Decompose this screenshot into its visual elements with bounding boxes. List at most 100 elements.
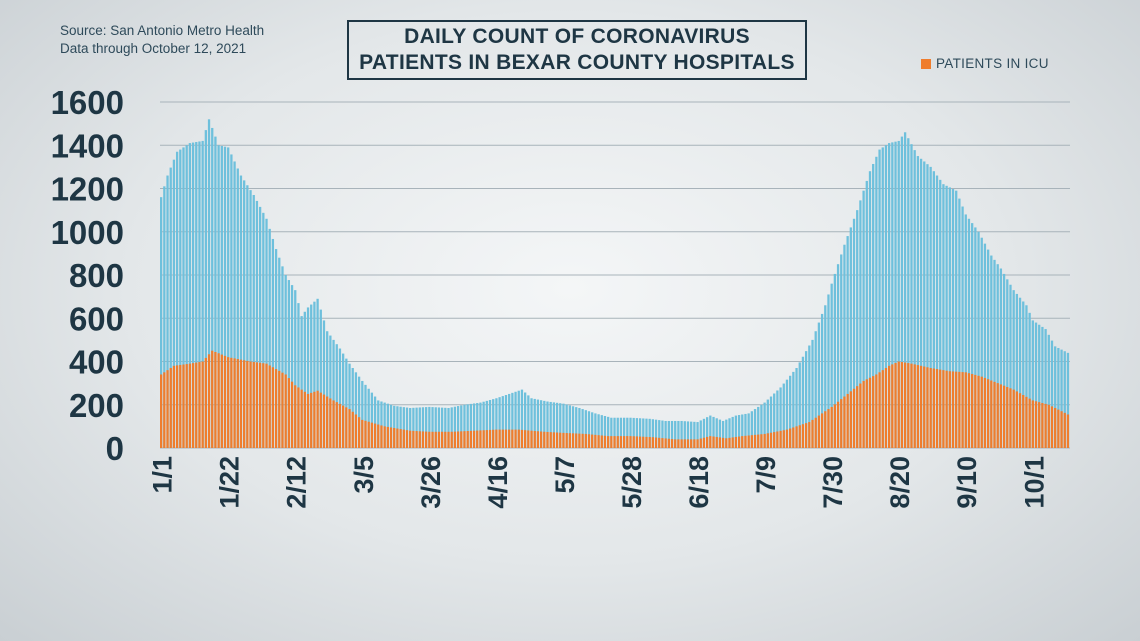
icu-bar: [651, 437, 655, 448]
total-bar: [986, 249, 990, 448]
icu-bar: [856, 386, 859, 448]
icu-bar: [179, 364, 182, 448]
icu-bar: [326, 396, 329, 448]
total-bar: [456, 406, 460, 448]
icu-bar: [297, 387, 300, 448]
icu-bar: [894, 362, 897, 448]
icu-bar: [239, 359, 243, 448]
total-bar: [357, 376, 361, 448]
total-bar: [923, 161, 926, 448]
total-bar: [262, 212, 265, 448]
icu-bar: [447, 431, 450, 448]
icu-bar: [1028, 398, 1031, 448]
icu-bar: [287, 378, 291, 448]
total-bar: [750, 411, 753, 448]
icu-bar: [852, 388, 856, 448]
icu-bar: [559, 432, 562, 448]
total-bar: [846, 236, 849, 448]
icu-bar: [227, 357, 230, 448]
total-bar: [578, 407, 581, 448]
total-bar: [326, 331, 329, 448]
icu-bar: [485, 430, 488, 448]
icu-bar: [830, 406, 833, 448]
icu-bar: [613, 436, 616, 448]
icu-bar: [332, 400, 335, 448]
total-bar: [1057, 347, 1060, 448]
icu-bar: [999, 384, 1003, 448]
total-bar: [434, 407, 437, 448]
total-bar: [1041, 326, 1044, 448]
total-bar: [562, 403, 565, 448]
total-bar: [508, 393, 511, 448]
icu-bar: [524, 430, 527, 448]
icu-bar: [364, 420, 367, 448]
total-bar: [919, 158, 923, 448]
total-bar: [1044, 329, 1047, 448]
total-bar: [380, 401, 383, 448]
total-bar: [300, 316, 303, 448]
icu-bar: [492, 429, 495, 448]
icu-bar: [495, 429, 498, 448]
icu-bar: [814, 417, 817, 448]
icu-bar: [833, 404, 837, 448]
total-bar: [287, 280, 291, 448]
icu-bar: [412, 430, 415, 448]
icu-bar: [549, 432, 552, 448]
total-bar: [801, 356, 805, 448]
total-bar: [354, 372, 358, 448]
icu-bar: [504, 429, 508, 448]
total-bar: [163, 186, 166, 448]
x-tick-label: 3/26: [416, 456, 446, 509]
icu-bar: [638, 436, 642, 448]
icu-bar: [345, 407, 348, 448]
total-bar: [450, 407, 453, 448]
total-bar: [485, 400, 488, 448]
total-bar: [840, 254, 843, 448]
icu-bar: [827, 409, 830, 448]
icu-bar: [955, 371, 958, 448]
total-bar: [469, 403, 473, 448]
icu-bar: [747, 435, 750, 448]
total-bar: [533, 398, 536, 448]
icu-bar: [188, 363, 192, 448]
icu-bar: [990, 380, 993, 448]
icu-bar: [686, 439, 690, 448]
icu-bar: [552, 432, 556, 448]
total-bar: [568, 405, 571, 448]
total-bar: [744, 413, 747, 448]
icu-bar: [584, 433, 587, 448]
icu-bar: [220, 354, 223, 448]
total-bar: [246, 185, 249, 448]
total-bar: [849, 227, 852, 448]
icu-bar: [897, 361, 900, 448]
icu-bar: [575, 433, 578, 448]
total-bar: [894, 141, 897, 448]
icu-bar: [399, 429, 402, 448]
total-bar: [175, 151, 179, 449]
total-bar: [310, 304, 313, 448]
total-bar: [830, 283, 833, 448]
total-bar: [386, 403, 389, 448]
total-bar: [249, 190, 252, 448]
total-bar: [610, 417, 613, 448]
icu-bar: [195, 362, 198, 448]
total-bar: [1012, 290, 1015, 448]
icu-bar: [600, 435, 603, 448]
icu-bar: [185, 364, 188, 448]
icu-bar: [255, 362, 259, 448]
total-bar: [268, 228, 271, 448]
icu-bar: [690, 439, 693, 448]
icu-bar: [396, 428, 399, 448]
icu-bar: [488, 429, 492, 448]
icu-bar: [568, 433, 571, 448]
icu-bar: [907, 363, 910, 448]
icu-bar: [792, 427, 795, 448]
total-bar: [265, 218, 268, 448]
icu-bar: [520, 429, 524, 448]
icu-bar: [744, 435, 747, 448]
total-bar: [306, 307, 310, 448]
icu-bar: [587, 434, 591, 448]
icu-bar: [753, 434, 757, 448]
total-bar: [766, 399, 769, 448]
source-line: Source: San Antonio Metro Health: [60, 23, 265, 38]
